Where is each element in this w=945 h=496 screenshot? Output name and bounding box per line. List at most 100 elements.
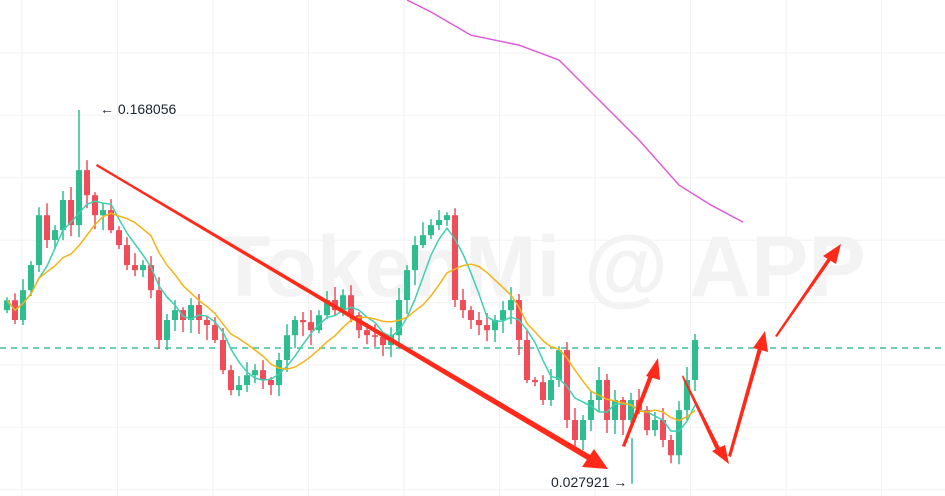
- projection-arrowhead: [823, 244, 841, 264]
- candle-down: [116, 230, 122, 246]
- candle-up: [292, 320, 298, 336]
- long-ma-line: [406, 0, 744, 223]
- candle-down: [660, 420, 666, 441]
- candle-up: [436, 220, 442, 226]
- candle-up: [340, 295, 346, 311]
- candle-up: [284, 335, 290, 361]
- right-arrow-icon: →: [609, 474, 627, 490]
- candle-up: [652, 420, 658, 431]
- moving-averages: [6, 0, 744, 432]
- candle-up: [36, 215, 42, 266]
- candle-up: [500, 310, 506, 321]
- candle-down: [532, 380, 538, 383]
- candle-down: [84, 170, 90, 196]
- candle-down: [204, 320, 210, 326]
- candle-up: [252, 370, 258, 376]
- downtrend-arrow: [96, 164, 592, 461]
- candle-down: [452, 215, 458, 301]
- rebound-arrowhead-1: [646, 358, 660, 380]
- candle-up: [692, 340, 698, 381]
- candle-up: [188, 305, 194, 321]
- candle-down: [300, 320, 306, 323]
- candle-down: [484, 325, 490, 331]
- candle-down: [220, 340, 226, 371]
- candle-up: [676, 410, 682, 456]
- low-value: 0.027921: [551, 474, 610, 490]
- candle-down: [644, 410, 650, 431]
- candle-up: [28, 265, 34, 291]
- candle-up: [404, 270, 410, 301]
- candle-down: [108, 210, 114, 231]
- candle-up: [100, 210, 106, 216]
- candle-up: [556, 350, 562, 381]
- candle-down: [68, 200, 74, 226]
- candle-up: [492, 320, 498, 331]
- candle-up: [164, 320, 170, 341]
- projection-arrow: [775, 258, 831, 337]
- candle-up: [60, 200, 66, 231]
- candle-down: [380, 336, 386, 346]
- pullback-arrowhead: [712, 445, 729, 464]
- candle-down: [620, 400, 626, 421]
- candle-up: [596, 380, 602, 401]
- candle-down: [268, 380, 274, 386]
- candle-down: [604, 380, 610, 421]
- ma-5-line: [6, 200, 696, 432]
- candle-down: [540, 382, 546, 401]
- candle-up: [420, 235, 426, 246]
- watermark: TokenMi @ APP: [218, 219, 866, 315]
- candle-down: [212, 325, 218, 341]
- candle-up: [548, 380, 554, 401]
- rebound-arrow-1: [622, 372, 654, 447]
- candle-up: [316, 315, 322, 331]
- trend-annotations: [96, 164, 841, 469]
- candle-down: [308, 322, 314, 331]
- candle-down: [572, 420, 578, 441]
- candle-up: [612, 400, 618, 421]
- high-price-label: ← 0.168056: [100, 101, 176, 117]
- downtrend-arrowhead: [582, 449, 608, 469]
- candle-up: [508, 300, 514, 311]
- candle-up: [140, 265, 146, 271]
- candle-up: [588, 400, 594, 421]
- candle-down: [460, 300, 466, 311]
- candle-up: [244, 375, 250, 386]
- left-arrow-icon: ←: [100, 101, 118, 117]
- candle-down: [196, 305, 202, 321]
- ma-10-line: [6, 212, 696, 422]
- pullback-arrow: [682, 375, 720, 450]
- candle-up: [20, 290, 26, 321]
- candle-down: [228, 370, 234, 391]
- candle-up: [52, 230, 58, 241]
- candle-down: [124, 245, 130, 266]
- candle-down: [132, 265, 138, 271]
- candle-down: [364, 330, 370, 336]
- candle-down: [348, 295, 354, 316]
- candle-up: [428, 225, 434, 236]
- candle-down: [564, 350, 570, 421]
- candle-up: [444, 215, 450, 221]
- candle-up: [172, 310, 178, 321]
- candle-down: [468, 310, 474, 321]
- breakout-arrowhead: [753, 331, 768, 352]
- candle-up: [396, 300, 402, 336]
- low-price-label: 0.027921 →: [551, 474, 627, 490]
- candle-up: [236, 385, 242, 391]
- candle-down: [372, 335, 378, 337]
- candle-down: [260, 370, 266, 381]
- high-value: 0.168056: [118, 101, 177, 117]
- candle-up: [276, 360, 282, 386]
- candle-down: [44, 215, 50, 241]
- candle-down: [156, 290, 162, 341]
- breakout-arrow: [728, 348, 762, 457]
- candle-down: [476, 320, 482, 326]
- candle-up: [628, 400, 634, 421]
- candle-down: [668, 440, 674, 456]
- candle-up: [580, 420, 586, 441]
- candle-up: [324, 300, 330, 316]
- candle-down: [148, 265, 154, 291]
- candle-down: [524, 340, 530, 381]
- candle-down: [92, 195, 98, 216]
